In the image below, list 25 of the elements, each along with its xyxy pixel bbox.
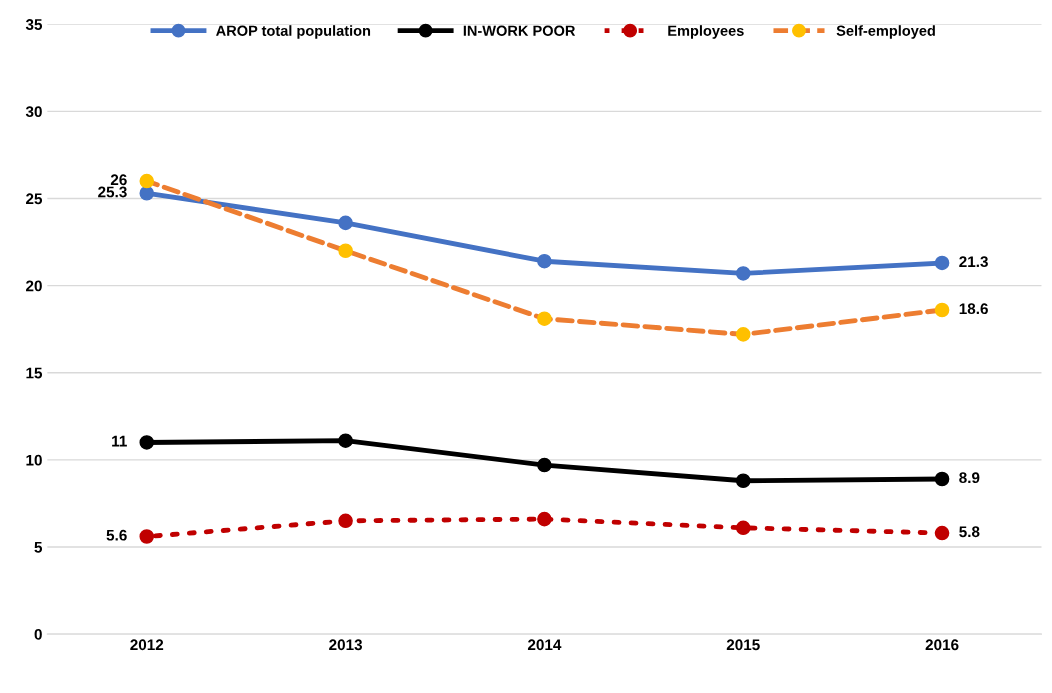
y-tick-label: 5 xyxy=(34,542,43,553)
x-tick-label: 2014 xyxy=(527,639,562,651)
y-tick-label: 0 xyxy=(34,628,42,640)
y-tick-label: 20 xyxy=(26,280,42,292)
y-tick-label: 15 xyxy=(26,367,43,379)
data-label: 5.6 xyxy=(106,529,127,541)
data-label: 8.9 xyxy=(959,472,980,484)
x-tick-label: 2015 xyxy=(726,639,760,651)
legend-label: AROP total population xyxy=(216,25,371,39)
data-label: 18.6 xyxy=(959,303,988,315)
legend-label: IN-WORK POOR xyxy=(463,25,576,36)
x-tick-label: 2013 xyxy=(329,639,363,651)
y-tick-label: 30 xyxy=(25,106,42,118)
data-label: 21.3 xyxy=(959,256,988,268)
legend-label: Self-employed xyxy=(836,25,935,39)
data-label: 11 xyxy=(112,435,127,447)
data-label: 26 xyxy=(110,174,127,186)
x-tick-label: 2016 xyxy=(925,639,959,651)
y-tick-label: 35 xyxy=(25,19,43,30)
y-tick-label: 10 xyxy=(26,454,42,466)
x-tick-label: 2012 xyxy=(130,639,164,651)
data-label: 25.3 xyxy=(98,186,127,198)
data-label: 5.8 xyxy=(959,526,980,538)
legend-label: Employees xyxy=(668,25,744,39)
y-tick-label: 25 xyxy=(26,193,43,205)
